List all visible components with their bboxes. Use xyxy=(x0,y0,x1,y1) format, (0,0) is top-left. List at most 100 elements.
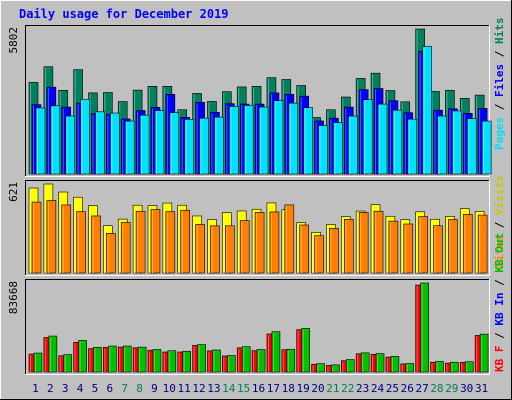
x-tick-label: 25 xyxy=(386,382,399,395)
bar xyxy=(165,211,176,274)
bar xyxy=(137,346,147,373)
bar xyxy=(481,120,492,175)
bar xyxy=(93,347,102,373)
bar xyxy=(243,105,254,175)
bar xyxy=(318,125,328,175)
bar xyxy=(167,350,177,373)
x-tick-label: 11 xyxy=(178,382,191,395)
legend-part: / xyxy=(493,215,506,235)
bar xyxy=(120,222,131,274)
x-tick-label: 24 xyxy=(371,382,385,395)
x-tick-label: 16 xyxy=(252,382,265,395)
panel-hits: 5802 xyxy=(7,25,492,177)
bar xyxy=(184,119,195,175)
legend-middle: Sites / Visits xyxy=(493,175,506,268)
bar xyxy=(150,209,161,274)
chart-title: Daily usage for December 2019 xyxy=(19,7,229,21)
bar xyxy=(180,209,191,274)
bar xyxy=(78,340,87,373)
bar xyxy=(288,102,299,175)
bar xyxy=(91,215,101,274)
bar xyxy=(462,214,473,274)
bar xyxy=(124,120,135,175)
bar xyxy=(31,201,42,274)
legend-part: / xyxy=(493,273,506,293)
chart-panels: 5802 621 83668 xyxy=(7,25,492,375)
bar xyxy=(227,355,236,373)
bar xyxy=(214,116,224,175)
legend-part: KB In xyxy=(493,293,506,326)
bar xyxy=(122,345,132,373)
bar xyxy=(343,218,354,274)
bar xyxy=(333,122,343,175)
legend-top: Pages / Files / Hits xyxy=(493,18,506,151)
bar xyxy=(433,225,443,274)
bar xyxy=(373,210,384,274)
bar xyxy=(377,103,388,175)
bar xyxy=(329,227,339,274)
legend-part: / xyxy=(493,97,506,117)
series-kb-2 xyxy=(33,282,489,373)
bar xyxy=(448,219,458,274)
bar xyxy=(301,328,310,373)
bar xyxy=(212,349,221,373)
x-tick-label: 10 xyxy=(163,382,176,395)
bar xyxy=(477,214,488,274)
x-tick-label: 3 xyxy=(62,382,69,395)
x-tick-label: 1 xyxy=(32,382,39,395)
y-max-label: 621 xyxy=(7,182,20,202)
bar xyxy=(76,211,86,274)
bar xyxy=(65,115,76,175)
legend-bottom: KB F / KB In / KB Out xyxy=(493,233,506,372)
panel-kb: 83668 xyxy=(7,279,490,375)
x-tick-label: 13 xyxy=(207,382,220,395)
bar xyxy=(418,216,428,274)
bar xyxy=(405,363,415,373)
legend-part: / xyxy=(493,326,506,346)
bar xyxy=(390,356,400,373)
bar xyxy=(258,106,269,175)
bar xyxy=(420,282,429,373)
legend-part: Sites xyxy=(493,235,506,268)
bar xyxy=(182,350,192,373)
x-tick-label: 15 xyxy=(237,382,250,395)
bar xyxy=(362,99,373,175)
bar xyxy=(95,111,105,175)
bar xyxy=(316,363,325,373)
bar xyxy=(388,220,399,274)
series-kb-0 xyxy=(28,284,484,373)
x-tick-labels: 1 2 3 4 5 6 7 8 9 10 11 12 13 14 15 16 17 18 19 20 21 22 23 24 2… xyxy=(32,382,488,395)
x-tick-label: 19 xyxy=(296,382,309,395)
legend-part: Visits xyxy=(493,175,506,215)
bar xyxy=(392,109,403,175)
bar xyxy=(229,105,239,175)
bar xyxy=(479,333,489,373)
bar xyxy=(152,349,162,373)
bar xyxy=(63,354,73,373)
bar xyxy=(403,223,414,274)
x-tick-label: 29 xyxy=(445,382,458,395)
bar xyxy=(33,352,43,373)
x-tick-label: 2 xyxy=(47,382,54,395)
panel-visits: 621 xyxy=(7,180,490,276)
bar xyxy=(210,225,220,274)
x-tick-label: 26 xyxy=(401,382,414,395)
x-tick-label: 27 xyxy=(415,382,428,395)
x-tick-label: 28 xyxy=(430,382,443,395)
y-max-label: 5802 xyxy=(7,27,20,54)
legend-part: KB Out xyxy=(493,233,506,273)
legend-part: / xyxy=(493,44,506,64)
bar xyxy=(303,107,313,175)
bar xyxy=(435,361,444,373)
y-max-label: 83668 xyxy=(7,281,20,314)
bar xyxy=(225,225,235,274)
x-tick-label: 5 xyxy=(92,382,99,395)
legend-part: Pages xyxy=(493,117,506,150)
bar xyxy=(271,331,281,373)
bar xyxy=(314,235,324,274)
bar xyxy=(286,348,296,373)
x-tick-label: 17 xyxy=(267,382,280,395)
bar xyxy=(239,220,250,274)
bar xyxy=(154,110,165,175)
